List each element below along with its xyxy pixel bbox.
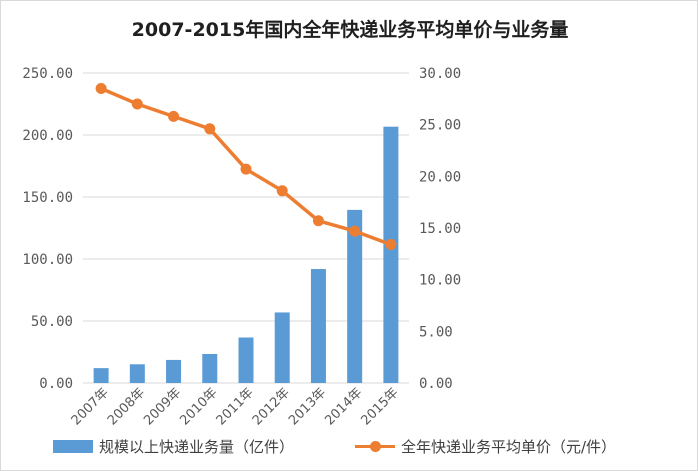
bar xyxy=(166,359,182,383)
left-axis-tick: 50.00 xyxy=(31,314,73,330)
right-axis-tick: 5.00 xyxy=(419,324,453,340)
category-label: 2011年 xyxy=(214,385,257,428)
bar xyxy=(93,368,109,383)
chart-title: 2007-2015年国内全年快递业务平均单价与业务量 xyxy=(131,19,569,41)
right-axis-tick: 15.00 xyxy=(419,221,461,237)
category-label: 2008年 xyxy=(105,385,148,428)
legend-item-volume: 规模以上快递业务量（亿件） xyxy=(53,435,294,457)
bar xyxy=(129,364,145,383)
legend: 规模以上快递业务量（亿件） 全年快递业务平均单价（元/件） xyxy=(53,435,693,457)
bar xyxy=(238,337,254,383)
legend-item-price: 全年快递业务平均单价（元/件） xyxy=(355,435,616,457)
legend-bar-swatch xyxy=(53,439,93,453)
right-axis-tick: 20.00 xyxy=(419,169,461,185)
line-point xyxy=(349,225,361,237)
line-point xyxy=(131,98,143,110)
legend-label-volume: 规模以上快递业务量（亿件） xyxy=(99,437,295,456)
right-axis-tick: 10.00 xyxy=(419,273,461,289)
legend-line-swatch xyxy=(355,440,395,453)
left-axis-tick: 250.00 xyxy=(22,66,73,82)
line-point xyxy=(168,110,180,122)
right-axis-tick: 30.00 xyxy=(419,66,461,82)
category-label: 2012年 xyxy=(250,385,293,428)
left-axis-tick: 150.00 xyxy=(22,190,73,206)
bar xyxy=(202,353,218,383)
bar xyxy=(383,126,399,383)
category-label: 2007年 xyxy=(69,385,112,428)
bar xyxy=(310,269,326,383)
category-label: 2010年 xyxy=(177,385,220,428)
category-label: 2014年 xyxy=(322,385,365,428)
category-label: 2015年 xyxy=(359,385,402,428)
legend-label-price: 全年快递业务平均单价（元/件） xyxy=(401,437,617,456)
line-point xyxy=(312,215,324,227)
bar xyxy=(347,209,363,383)
line-point xyxy=(240,163,252,175)
line-point xyxy=(385,239,397,251)
left-axis-tick: 200.00 xyxy=(22,128,73,144)
bar xyxy=(274,312,290,383)
line-point xyxy=(276,185,288,197)
left-axis-tick: 100.00 xyxy=(22,252,73,268)
right-axis-tick: 0.00 xyxy=(419,376,453,392)
category-label: 2009年 xyxy=(141,385,184,428)
right-axis-tick: 25.00 xyxy=(419,118,461,134)
left-axis-tick: 0.00 xyxy=(39,376,73,392)
line-point xyxy=(204,123,216,135)
line-point xyxy=(95,83,107,94)
category-label: 2013年 xyxy=(286,385,329,428)
